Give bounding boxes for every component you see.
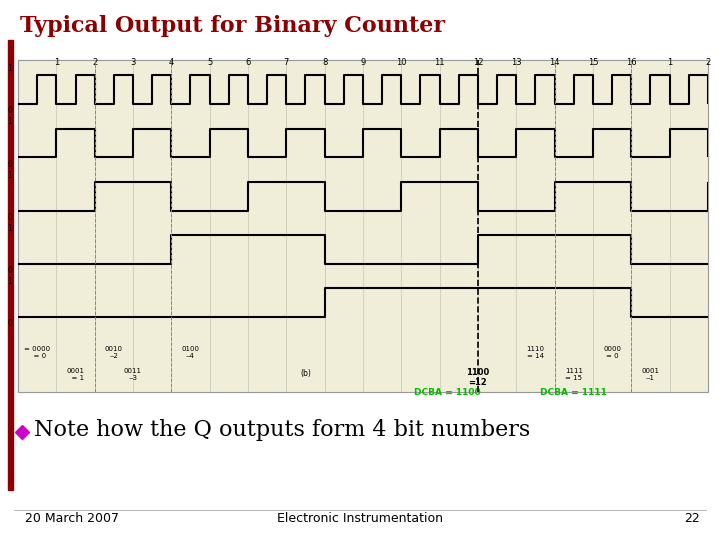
Text: 20 March 2007: 20 March 2007 [25,512,119,525]
Text: Note how the Q outputs form 4 bit numbers: Note how the Q outputs form 4 bit number… [34,419,530,441]
Text: 5: 5 [207,58,212,67]
Text: 0010
‒2: 0010 ‒2 [105,346,123,359]
Text: 13: 13 [511,58,522,67]
Text: 0: 0 [7,319,12,328]
Text: 16: 16 [626,58,636,67]
Text: 1: 1 [7,117,12,126]
Text: 1110
= 14: 1110 = 14 [526,346,544,359]
Bar [8,40,13,490]
Text: 0: 0 [7,160,12,168]
Text: DCBA = 1111: DCBA = 1111 [541,388,607,397]
Text: 8: 8 [322,58,328,67]
Text: 0001
‒1: 0001 ‒1 [642,368,660,381]
Text: (b): (b) [300,368,311,377]
Text: 4: 4 [168,58,174,67]
Text: 1: 1 [54,58,59,67]
Text: 0: 0 [7,266,12,275]
Text: 7: 7 [284,58,289,67]
Text: 3: 3 [130,58,135,67]
Text: Electronic Instrumentation: Electronic Instrumentation [277,512,443,525]
Text: = 0000
  = 0: = 0000 = 0 [24,346,50,359]
Text: 12: 12 [473,58,483,67]
Text: 22: 22 [684,512,700,525]
Text: 0100
‒4: 0100 ‒4 [181,346,199,359]
Bar [18,60,708,392]
Text: 2: 2 [92,58,97,67]
Text: 1111
= 15: 1111 = 15 [564,368,582,381]
Text: 1: 1 [7,277,12,286]
Text: 0001
  = 1: 0001 = 1 [66,368,84,381]
Text: 0011
‒3: 0011 ‒3 [124,368,142,381]
Text: 1: 1 [667,58,672,67]
Text: 2: 2 [706,58,711,67]
Text: 0: 0 [7,213,12,222]
Text: 1: 1 [7,224,12,233]
Text: 9: 9 [361,58,366,67]
Text: Typical Output for Binary Counter: Typical Output for Binary Counter [20,15,445,37]
Text: 6: 6 [246,58,251,67]
Text: 0000
= 0: 0000 = 0 [603,346,621,359]
Text: 11: 11 [434,58,445,67]
Bar [18,60,708,392]
Text: 14: 14 [549,58,560,67]
Text: 1100
=12: 1100 =12 [467,368,490,387]
Text: 0: 0 [7,106,12,116]
Text: DCBA = 1100: DCBA = 1100 [414,388,481,397]
Text: 15: 15 [588,58,598,67]
Text: 1: 1 [7,64,12,73]
Text: 1: 1 [7,171,12,179]
Text: 10: 10 [396,58,407,67]
